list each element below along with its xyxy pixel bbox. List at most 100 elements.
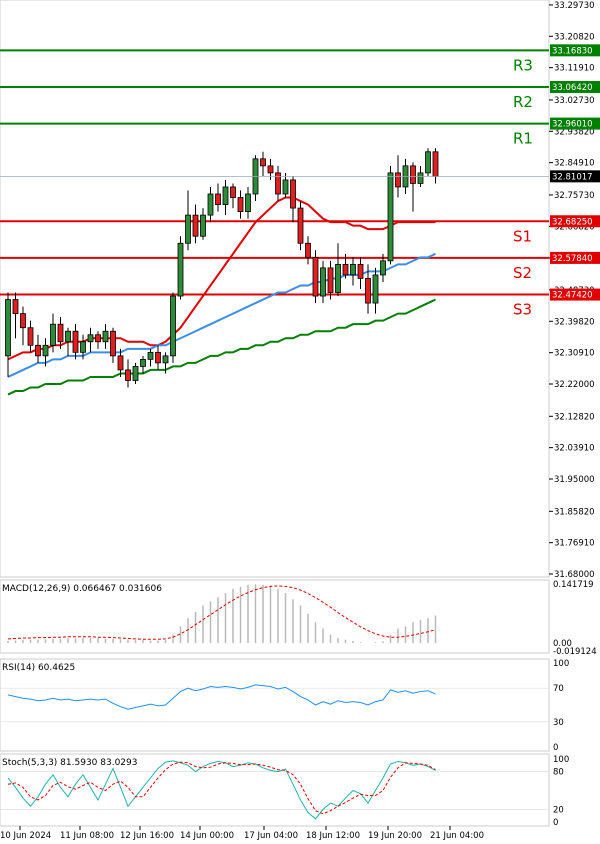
candle-body — [170, 295, 176, 357]
price-tick-label: 31.68000 — [554, 570, 595, 580]
price-tick-label: 32.39820 — [554, 317, 595, 327]
candle-body — [185, 214, 191, 244]
rsi-tick-label: 30 — [553, 718, 564, 728]
candle-body — [290, 179, 296, 209]
level-price-label: 33.06420 — [552, 83, 593, 93]
current-price-label: 32.81017 — [552, 172, 593, 182]
candle-body — [177, 242, 184, 297]
level-price-label: 32.57840 — [552, 254, 593, 264]
candle-body — [102, 330, 109, 343]
price-tick-label: 32.30910 — [554, 349, 595, 359]
level-price-tag — [550, 117, 600, 130]
macd-indicator: 0.141719 0.00-0.019124 — [7, 580, 597, 657]
candle-body — [132, 366, 139, 381]
candle-body — [95, 334, 101, 343]
stoch-k-line — [7, 760, 436, 820]
level-name-s2: S2 — [513, 264, 532, 282]
level-price-label: 33.16830 — [552, 46, 593, 56]
level-price-tag — [550, 44, 600, 57]
current-price-tag — [550, 170, 600, 183]
rsi-indicator: 100 70 30 0 — [0, 659, 569, 753]
candle-body — [65, 330, 71, 343]
ma-line-1 — [7, 196, 436, 361]
date-tick-label: 11 Jun 08:00 — [60, 831, 114, 841]
level-price-label: 32.47420 — [552, 291, 593, 301]
pivot-levels: R3 33.16830 R2 33.06420 R1 32.96010 S1 32.68250… — [0, 44, 600, 319]
candle-body — [312, 256, 319, 297]
macd-panel — [0, 579, 550, 654]
candle-body — [260, 158, 266, 167]
candle-body — [350, 263, 356, 276]
candle-body — [320, 267, 326, 297]
date-tick-label: 14 Jun 00:00 — [180, 831, 234, 841]
stoch-title: Stoch(5,3,3) 81.5930 83.0293 — [2, 758, 137, 768]
candle-body — [125, 369, 131, 381]
level-price-label: 32.68250 — [552, 217, 593, 227]
candle-body — [387, 172, 394, 262]
candle-body — [275, 172, 281, 195]
candle-body — [20, 313, 26, 329]
date-tick-label: 18 Jun 12:00 — [306, 831, 360, 841]
level-price-tag — [550, 251, 600, 264]
candle-body — [155, 351, 161, 364]
price-tick-label: 32.22000 — [554, 380, 595, 390]
candle-body — [27, 327, 34, 346]
level-price-tag — [550, 288, 600, 301]
candlesticks — [5, 148, 439, 388]
candle-body — [207, 193, 214, 216]
level-name-r2: R2 — [513, 93, 533, 111]
price-tick-label: 32.66820 — [554, 222, 595, 232]
candle-body — [432, 151, 439, 177]
price-tick-label: 33.29730 — [554, 1, 595, 11]
candle-body — [372, 274, 379, 304]
price-tick-label: 32.12820 — [554, 412, 595, 422]
rsi-panel — [0, 658, 550, 752]
date-tick-label: 19 Jun 20:00 — [368, 831, 422, 841]
candle-body — [72, 330, 79, 353]
level-name-s1: S1 — [513, 227, 532, 245]
candle-body — [117, 355, 124, 371]
price-tick-label: 33.02730 — [554, 96, 595, 106]
date-axis: 10 Jun 2024 11 Jun 08:00 12 Jun 16:00 14 Ju… — [0, 826, 484, 841]
candle-body — [87, 334, 94, 343]
price-tick-label: 31.95000 — [554, 475, 595, 485]
candle-body — [80, 341, 86, 353]
price-tick-label: 32.93820 — [554, 127, 595, 137]
candle-body — [267, 165, 274, 174]
candle-body — [410, 165, 416, 184]
price-panel — [0, 0, 550, 578]
rsi-title: RSI(14) 60.4625 — [2, 663, 75, 673]
price-tick-label: 32.75730 — [554, 191, 595, 201]
stoch-tick-label: 100 — [553, 755, 569, 765]
candle-body — [215, 193, 221, 205]
candle-body — [335, 263, 341, 293]
candle-body — [297, 207, 304, 244]
ma-line-3 — [7, 298, 436, 396]
macd-tick-label: 0.00 — [553, 639, 572, 649]
level-price-label: 32.96010 — [552, 120, 593, 130]
candle-body — [57, 323, 64, 343]
candle-body — [365, 278, 371, 304]
candle-body — [395, 172, 401, 188]
rsi-tick-label: 70 — [553, 684, 564, 694]
level-name-r3: R3 — [513, 56, 533, 74]
rsi-tick-label: 100 — [553, 659, 569, 669]
macd-title: MACD(12,26,9) 0.066467 0.031606 — [2, 584, 162, 594]
candle-body — [42, 344, 49, 357]
candle-body — [12, 299, 19, 315]
candle-body — [222, 186, 229, 205]
date-tick-label: 17 Jun 04:00 — [244, 831, 298, 841]
stoch-d-line — [7, 761, 436, 815]
level-price-tag — [550, 80, 600, 93]
candle-body — [147, 351, 154, 360]
ma-line-2 — [7, 252, 436, 378]
candle-body — [140, 358, 146, 367]
candle-body — [162, 355, 169, 364]
macd-tick-label: -0.019124 — [553, 647, 597, 657]
date-tick-label: 10 Jun 2024 — [0, 831, 51, 841]
stoch-panel — [0, 753, 550, 827]
candle-body — [245, 193, 251, 212]
macd-signal-line — [7, 585, 436, 640]
candle-body — [417, 172, 424, 184]
